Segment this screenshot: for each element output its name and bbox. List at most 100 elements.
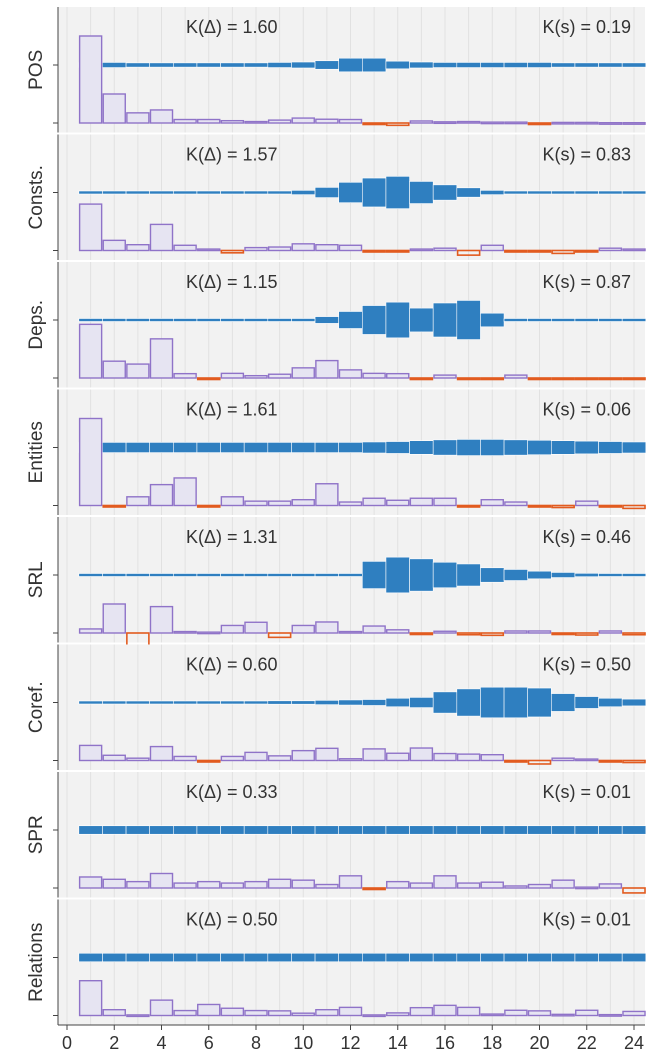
weight-bar — [196, 62, 221, 68]
delta-bar-negative — [196, 377, 221, 381]
weight-bar — [598, 697, 623, 708]
delta-bar-negative — [527, 504, 552, 508]
weight-bar — [125, 573, 150, 577]
weight-bar — [456, 62, 481, 68]
weight-bar — [527, 825, 552, 835]
delta-bar-positive — [575, 121, 599, 125]
weight-bar — [574, 952, 599, 963]
delta-bar-positive — [315, 621, 339, 634]
weight-bar — [78, 700, 103, 705]
weight-bar — [480, 952, 505, 963]
delta-bar-negative — [622, 759, 646, 764]
weight-bar — [149, 62, 174, 68]
delta-bar-positive — [78, 323, 103, 379]
weight-bar — [621, 825, 647, 835]
delta-bar-positive — [267, 119, 292, 124]
delta-bar-positive — [551, 121, 575, 125]
delta-bar-positive — [220, 1007, 245, 1017]
weight-bar — [551, 62, 576, 68]
weight-bar — [267, 700, 292, 705]
delta-bar-positive — [267, 246, 292, 252]
row-label: POS — [26, 50, 47, 90]
weight-bar — [527, 952, 552, 963]
delta-bar-negative — [527, 249, 552, 253]
delta-bar-positive — [197, 880, 221, 889]
delta-bar-positive — [504, 374, 528, 379]
delta-bar-positive — [598, 122, 623, 125]
delta-bar-positive — [551, 1013, 575, 1017]
delta-bar-positive — [126, 112, 150, 124]
x-tick-label: 16 — [435, 1033, 455, 1049]
weight-bar — [220, 700, 245, 705]
panel-entities: K(Δ) = 1.61 K(s) = 0.06 Entities — [26, 389, 647, 515]
delta-bar-positive — [102, 360, 126, 379]
x-tick-label: 2 — [109, 1033, 119, 1049]
weight-bar — [149, 318, 174, 322]
delta-bar-positive — [78, 628, 103, 634]
weight-bar — [125, 442, 150, 453]
weight-bar — [551, 190, 576, 195]
weight-bar — [409, 440, 434, 455]
x-tick-label: 6 — [204, 1033, 214, 1049]
delta-bar-positive — [386, 629, 410, 634]
delta-bar-positive — [386, 372, 410, 379]
delta-bar-positive — [433, 374, 457, 379]
delta-bar-positive — [386, 1012, 410, 1017]
delta-bar-negative — [102, 504, 127, 508]
weight-bar — [621, 318, 647, 322]
weight-bar — [621, 441, 647, 454]
weight-bar — [149, 700, 174, 705]
weight-bar — [385, 441, 410, 454]
k-s-label: K(s) = 0.50 — [542, 655, 631, 675]
delta-bar-positive — [220, 624, 245, 634]
delta-bar-positive — [291, 1012, 315, 1017]
delta-bar-positive — [102, 93, 126, 124]
weight-bar — [409, 307, 434, 333]
weight-bar — [503, 439, 528, 456]
delta-bar-positive — [598, 630, 623, 634]
weight-bar — [574, 318, 599, 322]
weight-bar — [503, 62, 528, 68]
delta-bar-positive — [409, 882, 434, 889]
row-label: Consts. — [26, 165, 47, 229]
delta-bar-positive — [102, 878, 126, 889]
weight-bar — [362, 177, 387, 208]
delta-bar-negative — [456, 377, 481, 381]
weight-bar — [338, 825, 363, 835]
weight-bar — [409, 558, 434, 592]
weight-bar — [125, 62, 150, 68]
weight-bar — [362, 825, 387, 835]
delta-bar-negative — [362, 249, 386, 253]
weight-bar — [574, 825, 599, 835]
panel-srl: K(Δ) = 1.31 K(s) = 0.46 SRL — [26, 517, 647, 698]
weight-bar — [173, 700, 198, 705]
x-tick-label: 18 — [482, 1033, 502, 1049]
delta-bar-positive — [338, 501, 363, 507]
delta-bar-positive — [456, 882, 481, 889]
delta-bar-negative — [551, 377, 575, 381]
delta-bar-negative — [551, 504, 575, 509]
delta-bar-positive — [504, 630, 528, 634]
delta-bar-negative — [456, 249, 481, 256]
weight-bar — [314, 316, 339, 324]
weight-bar — [574, 190, 599, 195]
weight-bar — [480, 567, 505, 583]
delta-bar-negative — [504, 759, 528, 763]
weight-bar — [291, 61, 316, 69]
delta-bar-positive — [362, 497, 386, 507]
delta-bar-negative — [527, 759, 552, 765]
delta-bar-positive — [409, 1006, 434, 1017]
x-tick-label: 4 — [156, 1033, 166, 1049]
delta-bar-positive — [409, 248, 434, 252]
weight-bar — [480, 312, 505, 328]
delta-bar-negative — [551, 632, 575, 636]
delta-bar-positive — [409, 747, 434, 762]
weight-bar — [173, 62, 198, 68]
k-s-label: K(s) = 0.01 — [542, 782, 631, 802]
delta-bar-positive — [267, 1010, 292, 1017]
weight-bar — [385, 697, 410, 708]
weight-bar — [291, 442, 316, 453]
weight-bar — [196, 442, 221, 453]
weight-bar — [362, 952, 387, 963]
delta-bar-positive — [149, 605, 174, 634]
